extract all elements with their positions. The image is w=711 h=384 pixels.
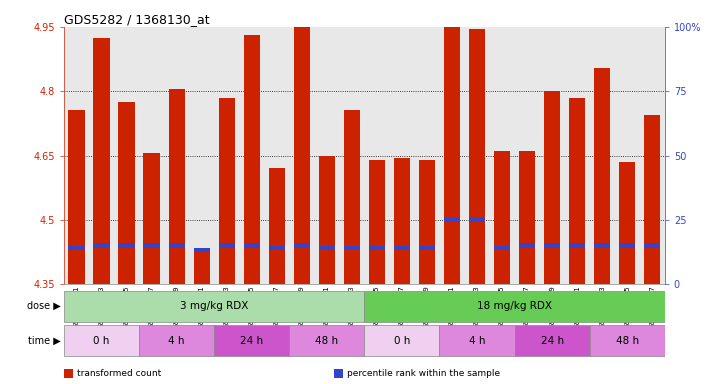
Bar bbox=[515, 325, 589, 356]
Bar bbox=[64, 291, 365, 322]
Text: dose ▶: dose ▶ bbox=[27, 301, 60, 311]
Bar bbox=[169, 89, 185, 284]
Text: 4 h: 4 h bbox=[469, 336, 486, 346]
Bar bbox=[119, 243, 134, 248]
Bar bbox=[319, 156, 335, 284]
Bar bbox=[444, 25, 460, 284]
Text: 4 h: 4 h bbox=[169, 336, 185, 346]
Bar bbox=[594, 68, 610, 284]
Bar bbox=[569, 243, 585, 248]
Bar bbox=[343, 111, 360, 284]
Bar bbox=[218, 98, 235, 284]
Bar bbox=[244, 243, 260, 248]
Bar bbox=[419, 245, 435, 250]
Bar bbox=[68, 111, 85, 284]
Text: 0 h: 0 h bbox=[93, 336, 109, 346]
Bar bbox=[419, 160, 435, 284]
Bar bbox=[193, 250, 210, 284]
Bar bbox=[144, 153, 160, 284]
Text: 24 h: 24 h bbox=[540, 336, 564, 346]
Bar bbox=[294, 243, 310, 248]
Text: 48 h: 48 h bbox=[616, 336, 638, 346]
Text: 18 mg/kg RDX: 18 mg/kg RDX bbox=[477, 301, 552, 311]
Bar bbox=[244, 35, 260, 284]
Bar bbox=[494, 245, 510, 250]
Text: 48 h: 48 h bbox=[315, 336, 338, 346]
Bar bbox=[93, 38, 109, 284]
Bar bbox=[619, 243, 636, 248]
Bar bbox=[343, 245, 360, 250]
Bar bbox=[519, 151, 535, 284]
Bar bbox=[594, 243, 610, 248]
Bar bbox=[589, 325, 665, 356]
Bar bbox=[319, 245, 335, 250]
Bar bbox=[269, 245, 285, 250]
Bar bbox=[619, 162, 636, 284]
Text: GDS5282 / 1368130_at: GDS5282 / 1368130_at bbox=[64, 13, 210, 26]
Bar bbox=[139, 325, 214, 356]
Bar bbox=[494, 151, 510, 284]
Bar bbox=[469, 29, 485, 284]
Bar bbox=[93, 243, 109, 248]
Bar bbox=[119, 102, 134, 284]
Bar bbox=[544, 243, 560, 248]
Bar bbox=[369, 245, 385, 250]
Bar bbox=[193, 248, 210, 252]
Text: 24 h: 24 h bbox=[240, 336, 263, 346]
Text: transformed count: transformed count bbox=[77, 369, 161, 378]
Bar bbox=[64, 325, 139, 356]
Bar bbox=[394, 245, 410, 250]
Text: time ▶: time ▶ bbox=[28, 336, 60, 346]
Bar bbox=[294, 25, 310, 284]
Bar bbox=[218, 243, 235, 248]
Text: 3 mg/kg RDX: 3 mg/kg RDX bbox=[180, 301, 248, 311]
Bar bbox=[269, 168, 285, 284]
Bar bbox=[169, 243, 185, 248]
Text: 0 h: 0 h bbox=[394, 336, 410, 346]
Bar bbox=[644, 243, 661, 248]
Bar bbox=[569, 98, 585, 284]
Bar bbox=[519, 243, 535, 248]
Bar bbox=[365, 291, 665, 322]
Bar bbox=[214, 325, 289, 356]
Bar bbox=[144, 243, 160, 248]
Bar bbox=[644, 115, 661, 284]
Bar bbox=[68, 245, 85, 250]
Bar bbox=[439, 325, 515, 356]
Bar bbox=[289, 325, 365, 356]
Bar bbox=[369, 160, 385, 284]
Bar bbox=[469, 218, 485, 222]
Bar bbox=[365, 325, 439, 356]
Text: percentile rank within the sample: percentile rank within the sample bbox=[347, 369, 500, 378]
Bar bbox=[544, 91, 560, 284]
Bar bbox=[444, 218, 460, 222]
Bar bbox=[394, 158, 410, 284]
